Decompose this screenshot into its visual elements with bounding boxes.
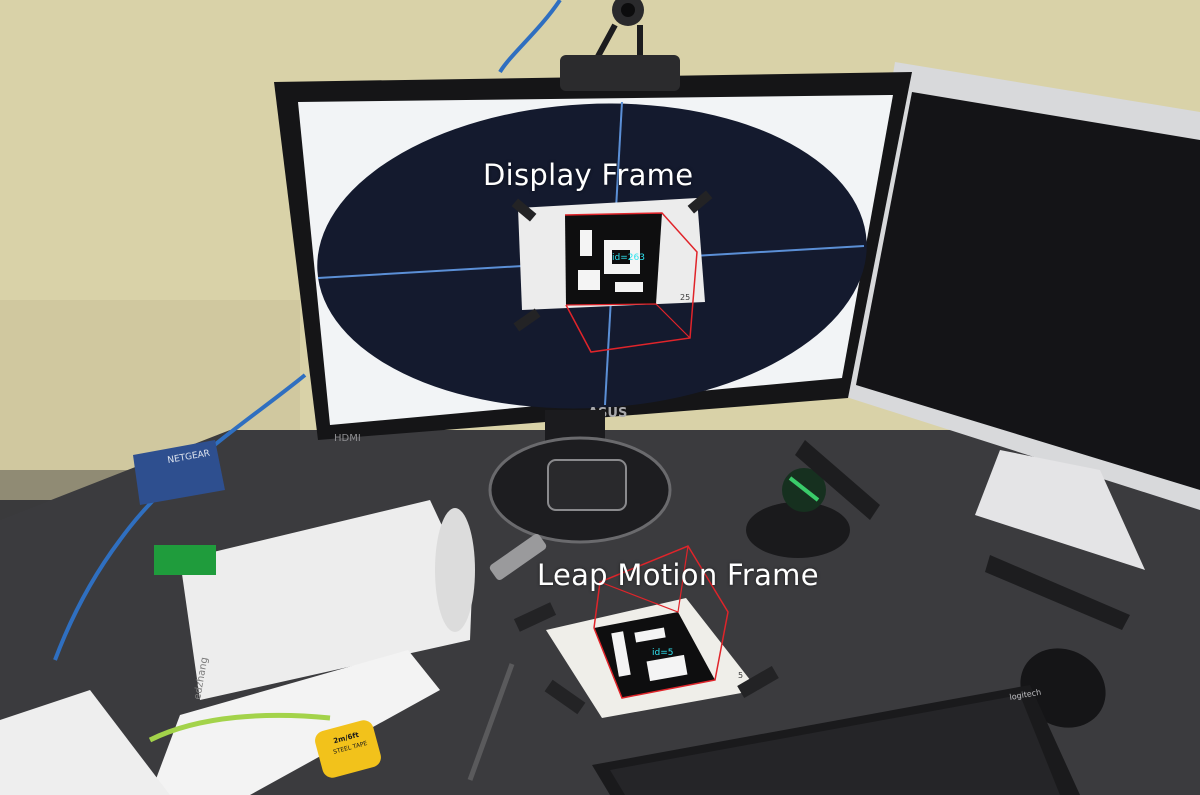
- monitor-port-label: HDMI: [334, 433, 361, 444]
- blue-cable: [498, 0, 562, 74]
- stand-3d-logo: [547, 459, 627, 511]
- paper-roll: [180, 500, 475, 700]
- display-marker-id: id=263: [612, 253, 645, 263]
- mouse: [1020, 648, 1106, 728]
- tape-measure: 2m/6ft STEEL TAPE: [315, 720, 381, 778]
- trackball: [746, 468, 850, 558]
- right-monitor: [840, 62, 1200, 570]
- green-block: [154, 545, 216, 575]
- blue-cable-lower: [53, 373, 307, 661]
- leap-marker-number: 5: [738, 671, 743, 680]
- display-cube-outline: [564, 212, 698, 353]
- webcam: [560, 0, 680, 91]
- leap-marker-card: id=5 5: [513, 545, 779, 718]
- leap-marker-id: id=5: [652, 648, 673, 658]
- display-cube-inner: [565, 303, 691, 339]
- keyboard: logitech: [592, 685, 1080, 795]
- vr-controller-top: [795, 440, 880, 520]
- vr-controller-right: [985, 555, 1130, 630]
- leap-cube-inner: [599, 545, 689, 613]
- network-switch: NETGEAR: [133, 440, 225, 505]
- notes-paper: [0, 690, 170, 795]
- leap-motion-device: [489, 533, 547, 581]
- display-marker-card: id=263 25: [511, 190, 713, 353]
- display-marker-number: 25: [680, 293, 690, 302]
- leap-motion-frame-caption: Leap Motion Frame: [537, 558, 819, 592]
- pen: [467, 663, 515, 781]
- display-frame-caption: Display Frame: [483, 158, 694, 192]
- glasses: [148, 712, 331, 743]
- leap-aruco-marker: [594, 612, 715, 698]
- sketch-paper: [150, 650, 440, 795]
